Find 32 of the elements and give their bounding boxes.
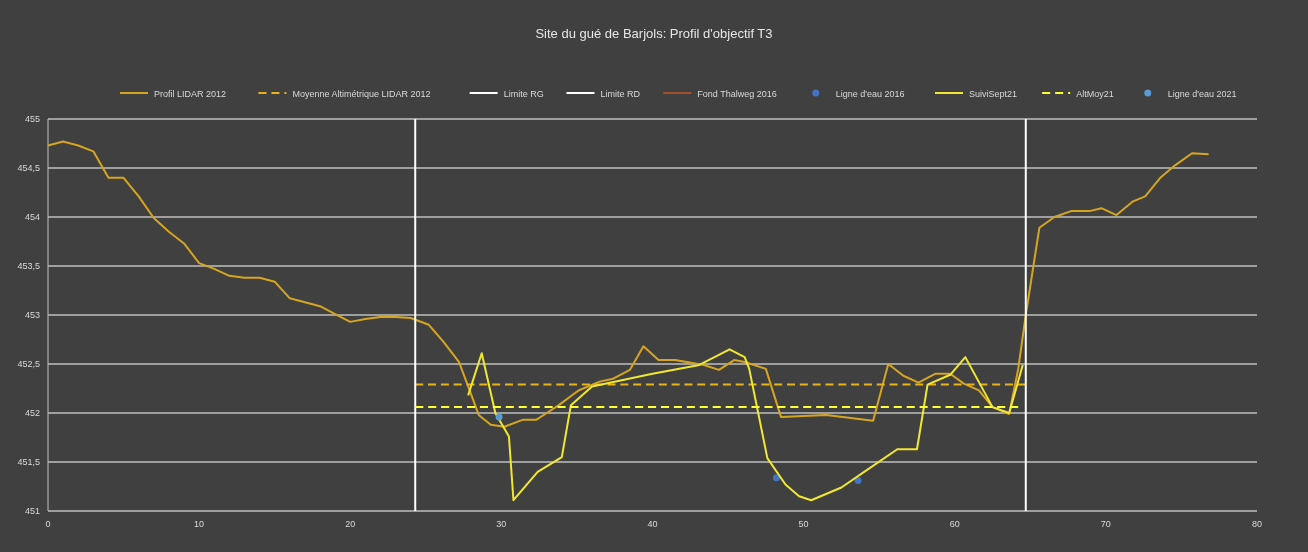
x-tick-label: 50 (798, 519, 809, 529)
x-tick-label: 70 (1100, 519, 1111, 529)
line-series (47, 140, 1210, 428)
point (495, 413, 503, 421)
y-tick-label: 452 (24, 408, 40, 418)
chart-title: Site du gué de Barjols: Profil d'objectif T3 (535, 26, 773, 41)
x-tick-label: 0 (45, 519, 51, 529)
y-tick-label: 451 (24, 506, 40, 516)
legend-label: Limite RG (503, 88, 544, 99)
x-tick-label: 40 (647, 519, 658, 529)
legend-label: Moyenne Altimétrique LIDAR 2012 (292, 88, 431, 99)
x-tick-label: 80 (1251, 519, 1263, 529)
y-tick-label: 453,5 (17, 261, 40, 271)
legend-label: Ligne d'eau 2021 (1167, 88, 1237, 99)
x-tick-label: 60 (949, 519, 960, 529)
y-tick-label: 451,5 (17, 457, 40, 467)
y-tick-label: 453 (24, 310, 40, 320)
legend-label: Limite RD (600, 88, 641, 99)
point (854, 477, 862, 485)
y-tick-label: 452,5 (17, 359, 40, 369)
y-tick-label: 455 (24, 114, 40, 124)
legend-label: SuiviSept21 (968, 88, 1017, 99)
legend-label: Ligne d'eau 2016 (835, 88, 905, 99)
line-series (467, 348, 1024, 502)
legend-label: AltMoy21 (1076, 88, 1114, 99)
legend-label: Fond Thalweg 2016 (697, 88, 777, 99)
legend-label: Profil LIDAR 2012 (154, 88, 227, 99)
y-tick-label: 454 (24, 212, 40, 222)
x-tick-label: 10 (194, 519, 205, 529)
y-tick-label: 454,5 (17, 163, 40, 173)
x-tick-label: 30 (496, 519, 507, 529)
x-tick-label: 20 (345, 519, 356, 529)
